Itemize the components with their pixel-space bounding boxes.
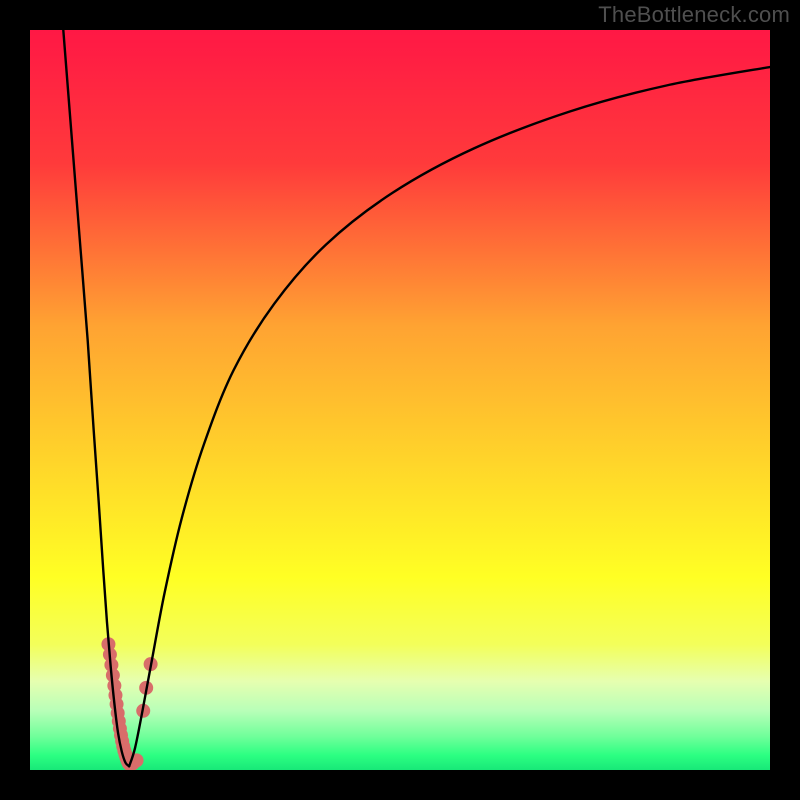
chart-svg xyxy=(30,30,770,770)
plot-area xyxy=(30,30,770,770)
gradient-background xyxy=(30,30,770,770)
watermark-label: TheBottleneck.com xyxy=(598,2,790,28)
chart-frame: TheBottleneck.com xyxy=(0,0,800,800)
